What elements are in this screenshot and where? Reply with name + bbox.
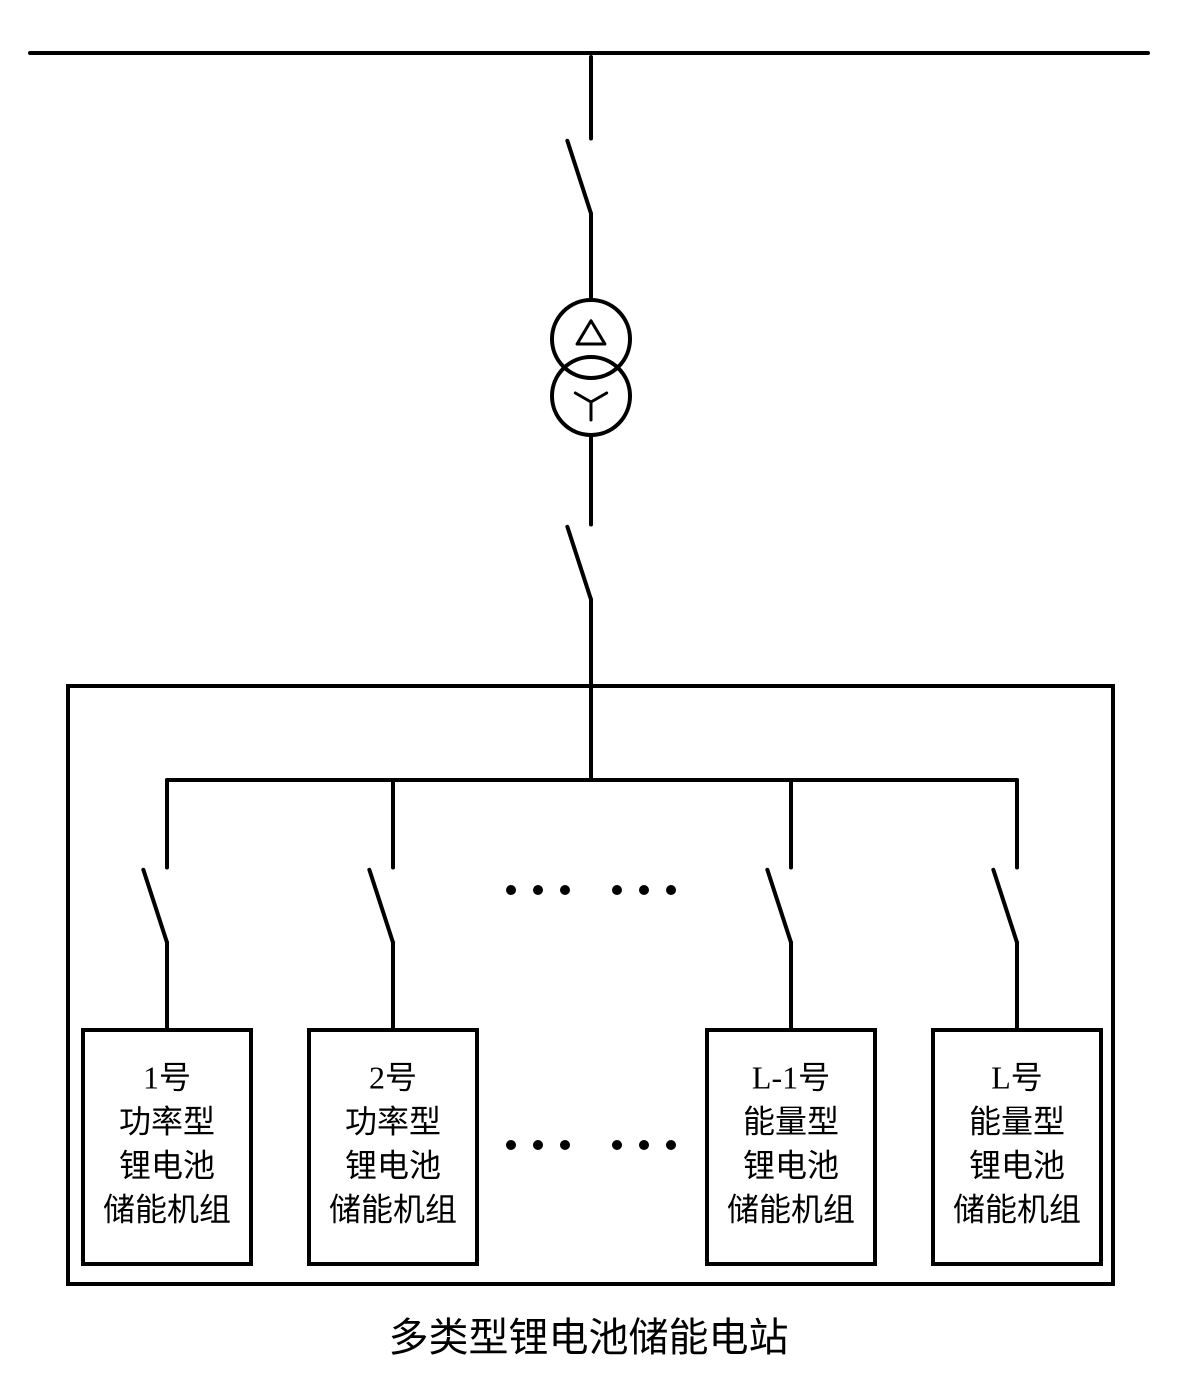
unit-label-line: L-1号 [752,1059,830,1095]
unit-label-line: 锂电池 [345,1147,441,1183]
storage-unit-1: 1号功率型锂电池储能机组 [83,1030,251,1264]
ellipsis-icon [612,1140,676,1150]
unit-label-line: 2号 [369,1059,417,1095]
unit-label-line: 锂电池 [743,1147,839,1183]
unit-label-line: 储能机组 [727,1191,855,1227]
unit-label-line: 储能机组 [953,1191,1081,1227]
unit-label-line: 储能机组 [329,1191,457,1227]
unit-label-line: L号 [991,1059,1043,1095]
ellipsis-icon [506,1140,570,1150]
storage-unit-4: L号能量型锂电池储能机组 [933,1030,1101,1264]
disconnector-branch-2 [369,780,393,1030]
disconnector-branch-4 [993,780,1017,1030]
unit-label-line: 能量型 [743,1103,839,1139]
transformer-delta-wye [552,295,630,438]
disconnector-branch-3 [767,780,791,1030]
unit-label-line: 锂电池 [119,1147,215,1183]
unit-label-line: 功率型 [119,1103,215,1139]
unit-label-line: 锂电池 [969,1147,1065,1183]
unit-label-line: 功率型 [345,1103,441,1139]
diagram-caption: 多类型锂电池储能电站 [389,1315,789,1360]
storage-unit-3: L-1号能量型锂电池储能机组 [707,1030,875,1264]
storage-unit-2: 2号功率型锂电池储能机组 [309,1030,477,1264]
unit-label-line: 储能机组 [103,1191,231,1227]
disconnector-top [567,57,591,295]
unit-label-line: 能量型 [969,1103,1065,1139]
disconnector-branch-1 [143,780,167,1030]
disconnector-middle [567,438,591,686]
ellipsis-icon [506,885,570,895]
unit-label-line: 1号 [143,1059,191,1095]
ellipsis-icon [612,885,676,895]
